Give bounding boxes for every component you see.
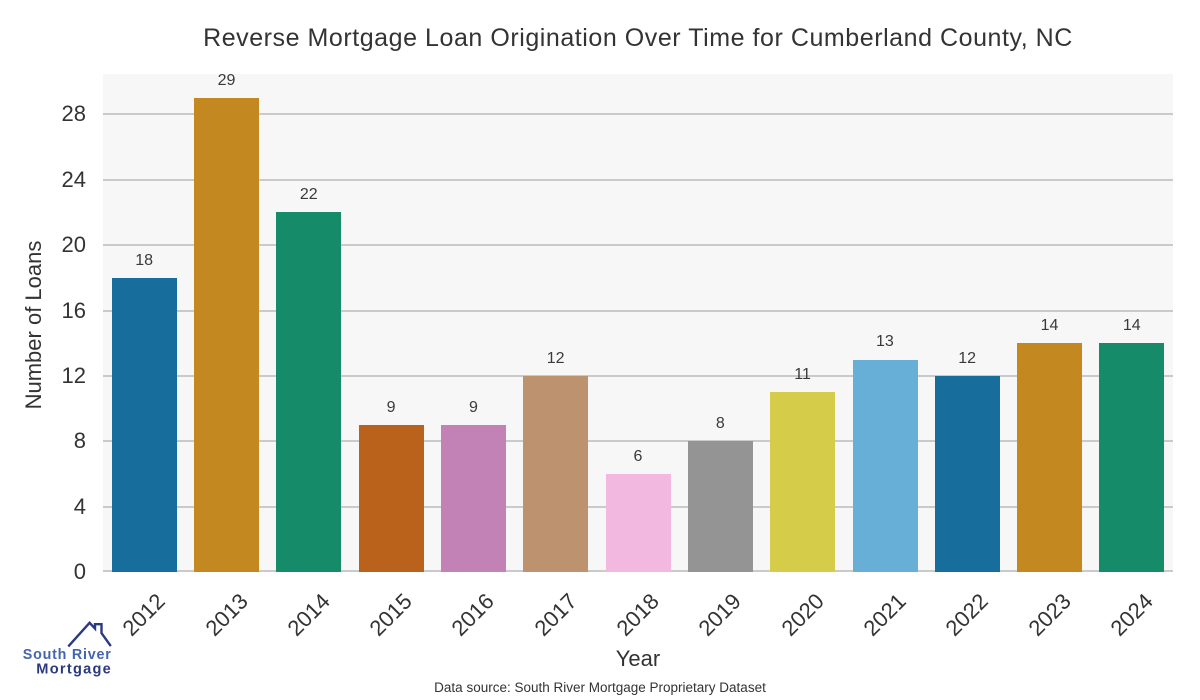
svg-text:South River: South River: [23, 647, 111, 663]
svg-text:Mortgage: Mortgage: [36, 661, 111, 677]
